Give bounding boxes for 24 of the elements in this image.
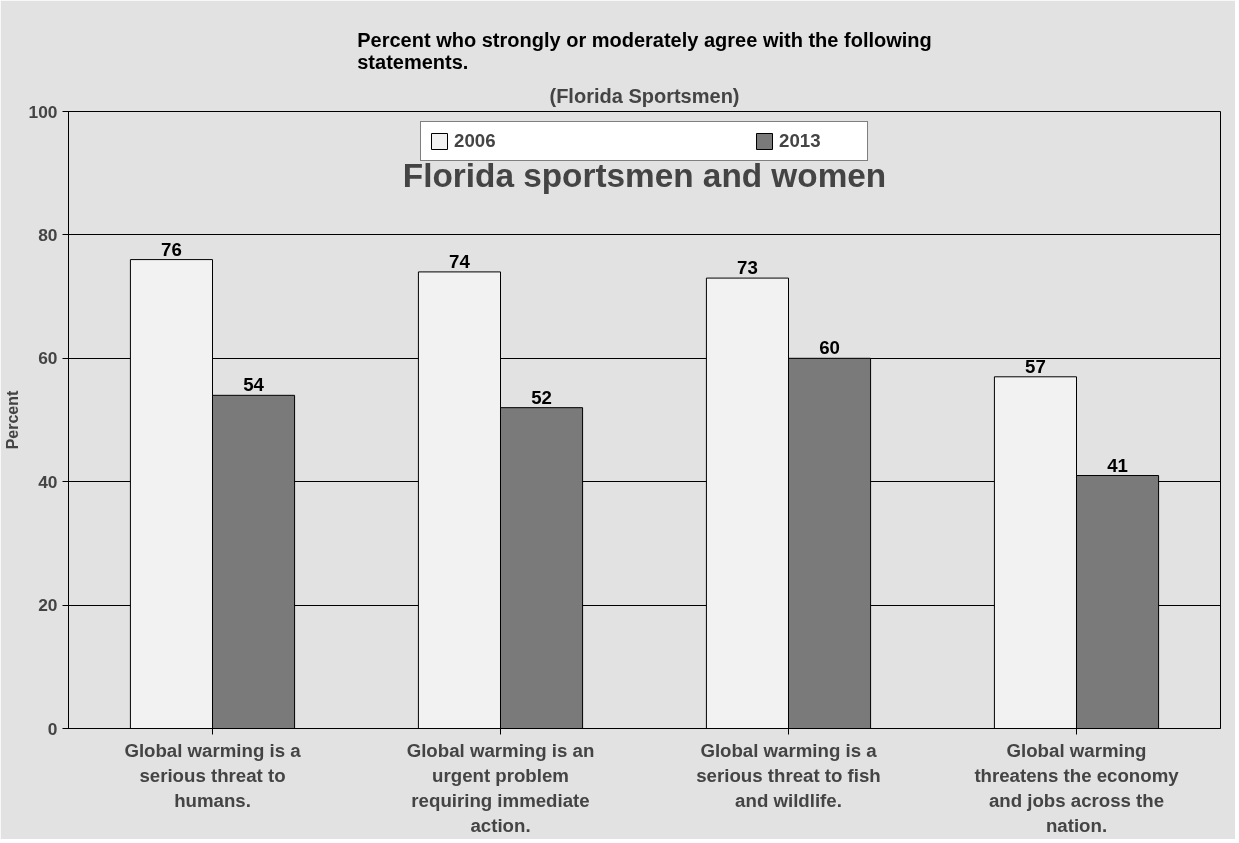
data-label: 57 (1025, 355, 1046, 377)
legend-label: 2006 (454, 130, 497, 152)
x-tick-label: Global warming is a serious threat to fish and wildlife. (696, 739, 881, 811)
y-tick-label: 0 (47, 718, 58, 739)
x-tick-label: Global warming is an urgent problem requiring immediate action. (406, 739, 595, 837)
y-tick-label: 80 (38, 224, 58, 245)
y-tick-label: 60 (38, 348, 58, 369)
data-label: 54 (243, 374, 265, 396)
data-label: 52 (531, 386, 552, 408)
y-tick-label: 40 (38, 471, 58, 492)
data-label: 60 (819, 337, 840, 359)
legend-label: 2013 (779, 130, 822, 152)
annotation: Florida sportsmen and women (402, 156, 887, 194)
data-label: 73 (737, 257, 758, 279)
y-tick-label: 100 (28, 101, 58, 122)
data-label: 76 (161, 238, 182, 260)
chart-subtitle: (Florida Sportsmen) (549, 84, 740, 107)
chart-title: Percent who strongly or moderately agree with the following statements. (357, 28, 932, 73)
y-tick-label: 20 (38, 595, 58, 616)
y-axis-title: Percent (3, 389, 21, 450)
x-tick-label: Global warming threatens the economy and jobs across the nation. (974, 739, 1180, 837)
data-label: 74 (449, 250, 471, 272)
data-label: 41 (1107, 454, 1128, 476)
x-tick-label: Global warming is a serious threat to humans. (124, 739, 302, 811)
